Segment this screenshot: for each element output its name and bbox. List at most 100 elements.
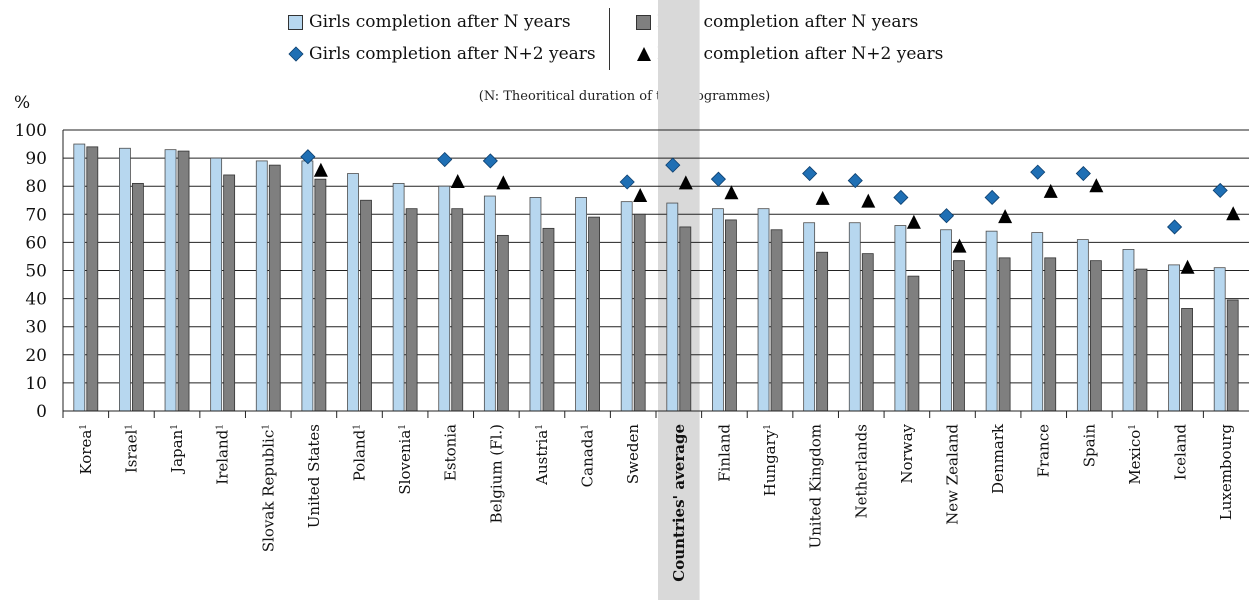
y-tick-label: 90	[25, 149, 47, 169]
marker-boys-n2	[998, 209, 1013, 224]
legend-item-girls-n: Girls completion after N years	[288, 12, 571, 32]
bar-boys-n	[816, 251, 829, 412]
marker-girls-n2	[619, 174, 635, 190]
bar-girls-n	[1122, 249, 1135, 412]
x-tick-label: Slovenia1	[396, 424, 414, 495]
marker-boys-n2	[450, 173, 465, 188]
x-tick-label: Ireland1	[214, 424, 232, 485]
marker-boys-n2	[633, 188, 648, 203]
legend-item-girls-n2: Girls completion after N+2 years	[288, 44, 596, 64]
bar-boys-n	[542, 227, 555, 412]
bar-boys-n	[998, 257, 1011, 412]
x-tick-label: Finland	[715, 424, 733, 482]
footnote-superscript: 1	[1128, 424, 1138, 430]
marker-boys-n2	[1043, 183, 1058, 198]
x-tick-label: Hungary1	[761, 424, 779, 496]
y-tick-label: 60	[25, 233, 47, 253]
bar-boys-n	[314, 178, 327, 412]
marker-girls-n2	[710, 171, 726, 187]
footnote-superscript: 1	[216, 424, 226, 430]
footnote-superscript: 1	[170, 424, 180, 430]
bar-boys-n	[177, 150, 190, 412]
marker-boys-n2	[1226, 206, 1241, 221]
x-tick-label: Israel1	[122, 424, 140, 473]
bar-girls-n	[940, 229, 952, 412]
legend-triangle-icon	[637, 47, 651, 61]
bar-girls-n	[712, 208, 724, 412]
marker-girls-n2	[802, 165, 818, 182]
x-tick-label: United States	[305, 424, 323, 528]
bar-girls-n	[620, 201, 633, 412]
legend-item-boys-n2: Boys completion after N+2 years	[636, 44, 943, 64]
bar-girls-n	[255, 160, 268, 412]
x-tick-label: France	[1035, 424, 1053, 478]
y-tick-label: 30	[25, 318, 47, 338]
x-tick-label: Luxembourg	[1217, 424, 1235, 521]
bar-girls-n	[73, 143, 86, 412]
marker-girls-n2	[1030, 164, 1046, 180]
y-tick-label: 0	[36, 402, 47, 422]
x-tick-label: Countries' average	[670, 424, 688, 582]
marker-girls-n2	[847, 173, 863, 189]
x-tick-label: Estonia	[442, 424, 460, 481]
marker-girls-n2	[938, 208, 955, 224]
footnote-superscript: 1	[124, 424, 134, 430]
marker-girls-n2	[437, 151, 453, 168]
marker-boys-n2	[678, 175, 693, 190]
marker-girls-n2	[482, 153, 498, 169]
x-tick-label: Canada1	[579, 424, 597, 487]
marker-girls-n2	[1167, 219, 1183, 235]
marker-girls-n2	[984, 189, 1000, 206]
bar-boys-n	[770, 229, 783, 412]
legend-label-boys-n: Boys completion after N years	[657, 12, 919, 32]
x-tick-label: New Zealand	[944, 424, 962, 525]
bar-girls-n	[438, 185, 451, 412]
legend-label-girls-n2: Girls completion after N+2 years	[309, 44, 596, 64]
footnote-superscript: 1	[535, 424, 545, 430]
x-tick-label: Japan1	[168, 424, 186, 475]
marker-girls-n2	[1075, 165, 1091, 182]
marker-girls-n2	[300, 149, 316, 165]
x-tick-label: Spain	[1080, 424, 1098, 468]
x-tick-label: Denmark	[989, 423, 1007, 494]
bar-girls-n	[210, 157, 223, 412]
footnote-superscript: 1	[353, 424, 363, 430]
bar-boys-n	[360, 199, 372, 412]
x-tick-label: Mexico1	[1126, 424, 1144, 485]
footnote-superscript: 1	[261, 424, 271, 430]
y-tick-label: 70	[25, 205, 47, 225]
x-tick-label: Sweden	[624, 424, 642, 484]
bar-girls-n	[164, 149, 177, 412]
legend-swatch-boys-bar-icon	[636, 14, 651, 30]
bar-boys-n	[679, 226, 692, 412]
bar-boys-n	[86, 146, 99, 412]
marker-boys-n2	[1089, 178, 1104, 193]
highlight-band	[658, 0, 700, 600]
marker-boys-n2	[724, 185, 739, 200]
y-tick-label: 80	[25, 177, 47, 197]
bar-boys-n	[1089, 260, 1102, 412]
x-tick-label: Norway	[898, 423, 916, 483]
x-tick-label: Poland1	[351, 424, 369, 481]
bar-boys-n	[405, 208, 418, 412]
marker-boys-n2	[861, 193, 876, 208]
bar-boys-n	[725, 219, 737, 412]
legend-label-girls-n: Girls completion after N years	[309, 12, 571, 32]
x-tick-label: United Kingdom	[807, 424, 825, 549]
bar-girls-n	[848, 222, 861, 412]
footnote-superscript: 1	[763, 424, 773, 430]
bar-boys-n	[633, 213, 646, 412]
legend-diamond-icon	[288, 46, 304, 62]
bar-boys-n	[1181, 308, 1193, 412]
bar-girls-n	[392, 182, 405, 412]
bar-boys-n	[861, 253, 874, 412]
bar-girls-n	[1031, 232, 1044, 412]
legend-item-boys-n: Boys completion after N years	[636, 12, 918, 32]
x-tick-label: Iceland	[1172, 424, 1190, 481]
bar-boys-n	[1226, 299, 1239, 412]
bar-boys-n	[451, 208, 464, 412]
bar-girls-n	[575, 197, 587, 412]
bar-girls-n	[1168, 264, 1180, 412]
bar-boys-n	[953, 260, 965, 412]
marker-boys-n2	[313, 162, 328, 177]
